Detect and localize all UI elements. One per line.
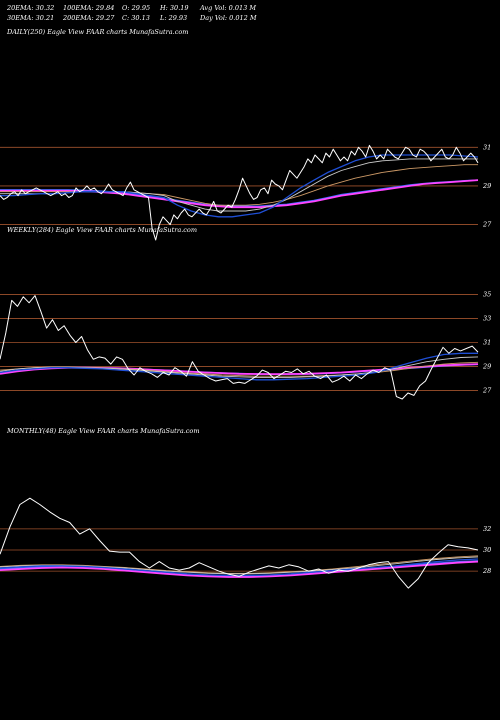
daily-ytick-27: 27 <box>482 221 492 229</box>
monthly-series-ma-fast <box>0 560 479 578</box>
weekly-ytick-31: 31 <box>483 339 491 347</box>
weekly-ytick-33: 33 <box>483 314 491 322</box>
daily-series-ma-slow <box>0 179 479 207</box>
stat-close: C: 30.13 <box>122 14 150 22</box>
stat-open: O: 29.95 <box>122 4 151 12</box>
monthly-panel-title: MONTHLY(48) Eagle View FAAR charts Munaf… <box>7 427 200 435</box>
daily-series-price <box>0 144 479 241</box>
stat-ema30: 30EMA: 30.21 <box>7 14 55 22</box>
stat-low: L: 29.93 <box>160 14 188 22</box>
stat-day-volume: Day Vol: 0.012 M <box>200 14 257 22</box>
daily-ytick-31: 31 <box>483 143 491 151</box>
weekly-series-price <box>0 295 479 400</box>
monthly-ytick-30: 30 <box>483 546 491 554</box>
monthly-series-price <box>0 497 479 589</box>
daily-ytick-29: 29 <box>482 182 491 190</box>
weekly-ytick-27: 27 <box>482 387 492 395</box>
weekly-series-ema-short <box>0 352 478 381</box>
monthly-series-ema-long <box>0 555 479 574</box>
stat-ema200: 200EMA: 29.27 <box>63 14 115 22</box>
stat-high: H: 30.19 <box>160 4 189 12</box>
monthly-series-ema-short <box>0 558 479 577</box>
monthly-ytick-28: 28 <box>482 567 491 575</box>
weekly-panel-title: WEEKLY(284) Eagle View FAAR charts Munaf… <box>7 226 197 234</box>
daily-series-ma-fast <box>0 179 479 209</box>
stat-ema20: 20EMA: 30.32 <box>7 4 55 12</box>
daily-panel-title: DAILY(250) Eagle View FAAR charts Munafa… <box>7 28 189 36</box>
stat-avg-volume: Avg Vol: 0.013 M <box>200 4 257 12</box>
weekly-ytick-35: 35 <box>483 290 491 298</box>
stat-ema100: 100EMA: 29.84 <box>63 4 115 12</box>
weekly-ytick-29: 29 <box>482 363 491 371</box>
monthly-ytick-32: 32 <box>483 525 491 533</box>
